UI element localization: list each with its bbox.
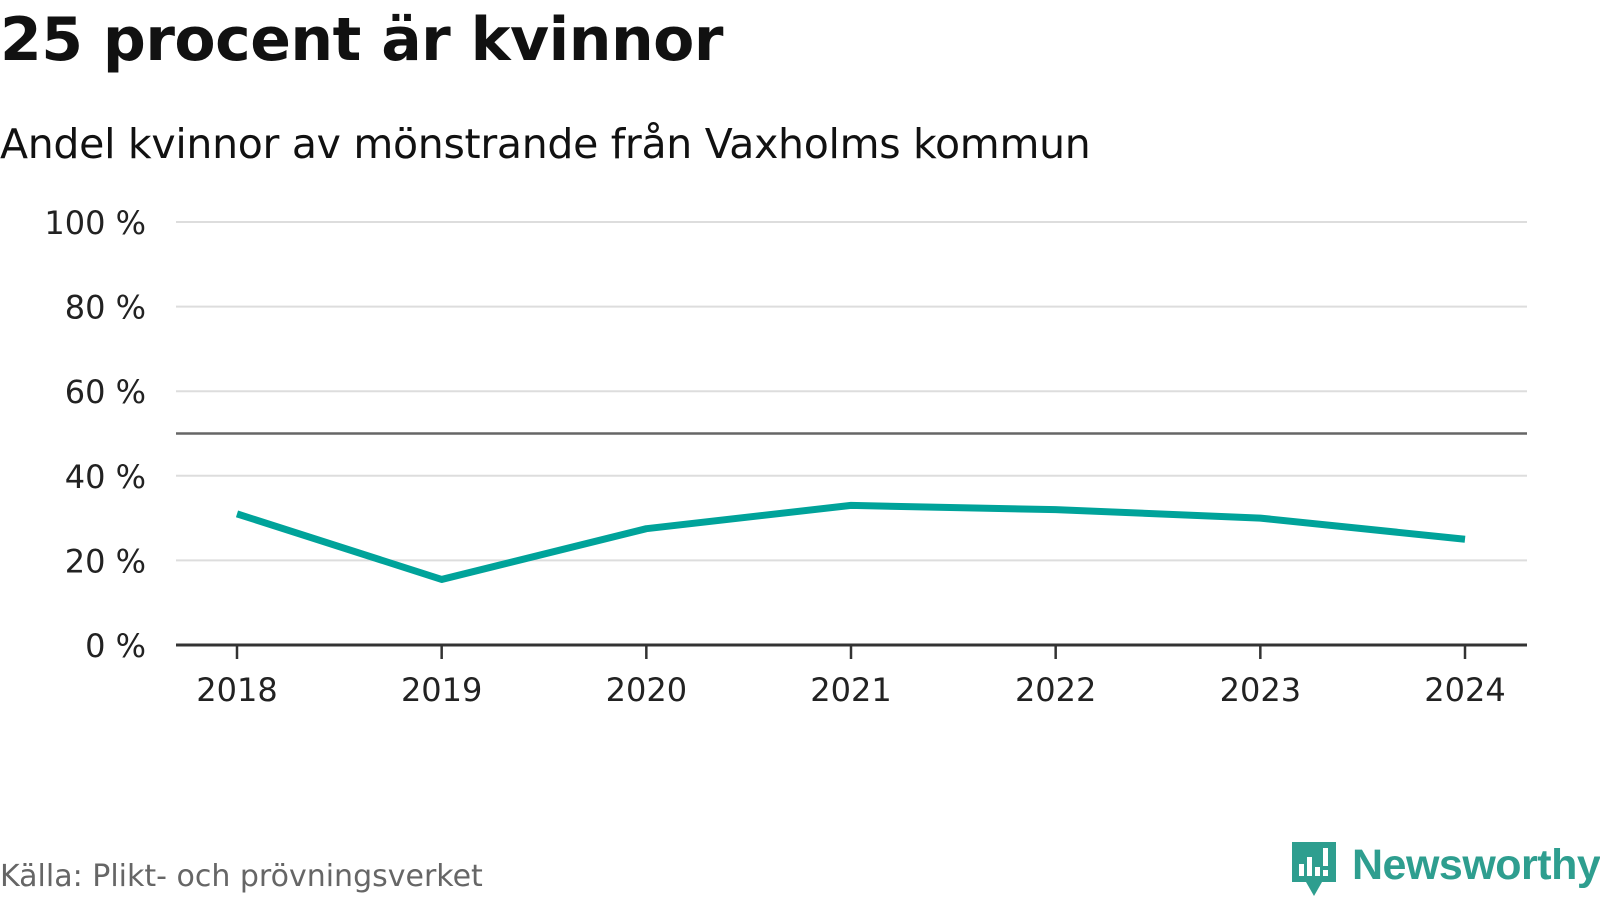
y-axis-tick-labels: 0 % 20 % 40 % 60 % 80 % 100 % — [44, 204, 146, 665]
y-tick-label-60: 60 % — [65, 373, 146, 411]
x-tick-label-2018: 2018 — [196, 671, 277, 709]
y-tick-label-80: 80 % — [65, 289, 146, 327]
x-axis-tick-labels: 2018 2019 2020 2021 2022 2023 2024 — [196, 671, 1505, 709]
x-tick-label-2019: 2019 — [401, 671, 482, 709]
y-tick-label-0: 0 % — [85, 627, 146, 665]
chart-subtitle: Andel kvinnor av mönstrande från Vaxholm… — [0, 120, 1091, 168]
y-tick-label-40: 40 % — [65, 458, 146, 496]
x-tick-label-2024: 2024 — [1424, 671, 1505, 709]
series-line-0 — [235, 501, 1466, 583]
x-tick-label-2023: 2023 — [1220, 671, 1301, 709]
y-tick-label-100: 100 % — [44, 204, 146, 242]
newsworthy-logo-icon — [1292, 842, 1336, 896]
series-layer — [235, 501, 1466, 583]
x-tick-label-2021: 2021 — [810, 671, 891, 709]
x-tick-label-2022: 2022 — [1015, 671, 1096, 709]
newsworthy-brand[interactable]: Newsworthy — [1290, 840, 1600, 904]
chart-title: 25 procent är kvinnor — [0, 5, 723, 75]
x-axis — [176, 643, 1527, 659]
y-tick-label-20: 20 % — [65, 542, 146, 580]
brand-name[interactable]: Newsworthy — [1352, 841, 1600, 889]
source-note: Källa: Plikt- och prövningsverket — [0, 859, 483, 894]
x-tick-label-2020: 2020 — [606, 671, 687, 709]
grid-lines — [176, 221, 1527, 562]
